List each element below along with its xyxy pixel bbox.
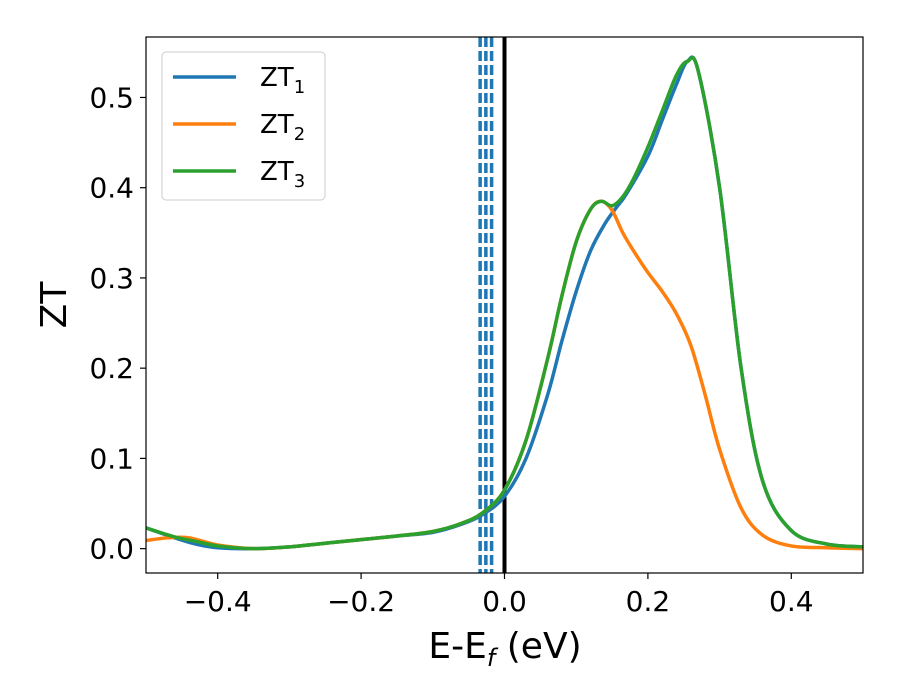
x-axis: −0.4 −0.2 0.0 0.2 0.4 [184, 573, 814, 618]
y-tick-label: 0.5 [89, 81, 134, 114]
y-tick-label: 0.4 [89, 172, 134, 205]
x-tick-label: −0.2 [327, 585, 395, 618]
y-tick-label: 0.2 [89, 352, 134, 385]
x-tick-label: 0.2 [626, 585, 671, 618]
y-axis: 0.0 0.1 0.2 0.3 0.4 0.5 [89, 81, 146, 566]
y-tick-label: 0.3 [89, 262, 134, 295]
y-axis-label: ZT [34, 281, 75, 329]
series-line-zt3 [146, 55, 863, 551]
x-axis-label: E-Ef (eV) [428, 626, 581, 672]
y-tick-label: 0.0 [89, 533, 134, 566]
x-tick-label: 0.0 [482, 585, 527, 618]
y-tick-label: 0.1 [89, 442, 134, 475]
x-tick-label: −0.4 [184, 585, 252, 618]
reference-lines [478, 37, 507, 573]
series-layer [146, 55, 863, 551]
legend-box [161, 51, 326, 201]
legend-label-zt1: ZT1 [260, 63, 305, 98]
x-tick-label: 0.4 [769, 585, 814, 618]
legend-label-zt2: ZT2 [260, 110, 305, 145]
legend-label-zt3: ZT3 [260, 157, 305, 192]
legend: ZT1 ZT2 ZT3 [161, 51, 326, 201]
